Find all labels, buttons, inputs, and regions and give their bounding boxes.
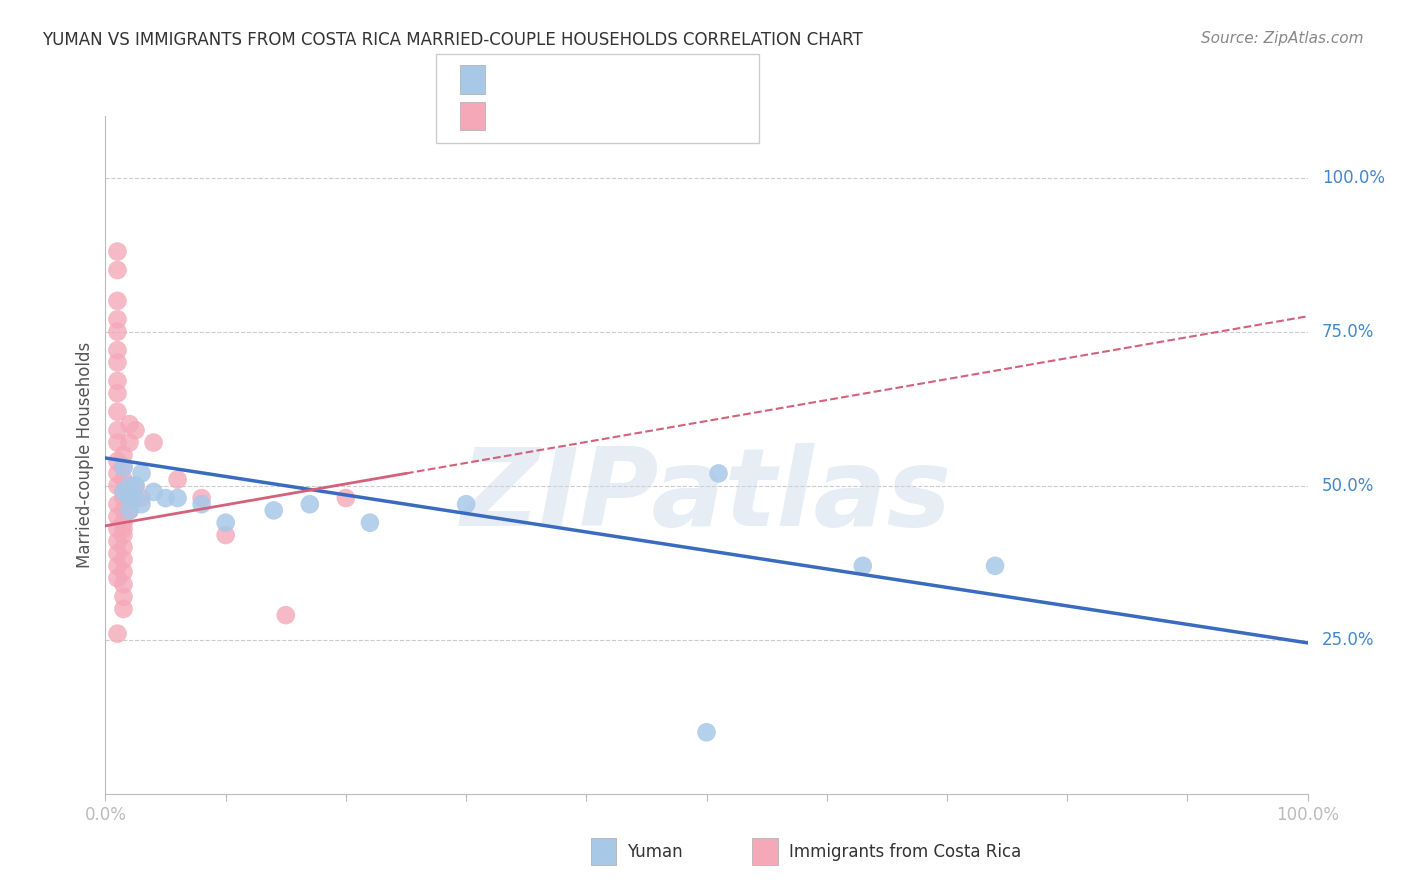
Point (166, 473, 188, 487)
Point (112, 460, 135, 475)
Point (112, 448, 135, 462)
Point (107, 386, 129, 401)
Point (107, 343, 129, 358)
Point (118, 503, 141, 517)
Point (696, 725, 718, 739)
Point (118, 479, 141, 493)
Point (155, 491, 177, 505)
Point (112, 602, 135, 616)
Point (131, 467, 153, 481)
Point (118, 435, 141, 450)
Point (263, 503, 285, 517)
Point (298, 497, 321, 511)
Point (118, 479, 141, 493)
Point (124, 423, 146, 437)
Point (274, 608, 297, 623)
Point (107, 293, 129, 308)
Text: N = 51: N = 51 (626, 107, 689, 125)
Point (107, 558, 129, 573)
Text: Immigrants from Costa Rica: Immigrants from Costa Rica (789, 843, 1021, 861)
Point (112, 484, 135, 499)
Point (107, 522, 129, 536)
Point (984, 558, 1007, 573)
Point (107, 423, 129, 437)
Point (107, 547, 129, 561)
Point (118, 503, 141, 517)
Point (107, 374, 129, 388)
Point (359, 516, 381, 530)
Point (107, 263, 129, 277)
Point (107, 626, 129, 640)
Point (142, 435, 165, 450)
Point (454, 497, 477, 511)
Text: YUMAN VS IMMIGRANTS FROM COSTA RICA MARRIED-COUPLE HOUSEHOLDS CORRELATION CHART: YUMAN VS IMMIGRANTS FROM COSTA RICA MARR… (42, 31, 863, 49)
Point (131, 491, 153, 505)
Point (112, 590, 135, 604)
Point (852, 558, 875, 573)
Text: 75.0%: 75.0% (1322, 323, 1375, 341)
Point (166, 491, 188, 505)
Text: N = 22: N = 22 (626, 70, 689, 88)
Point (124, 479, 146, 493)
Point (112, 528, 135, 542)
Point (190, 491, 212, 505)
Point (707, 467, 730, 481)
Point (112, 516, 135, 530)
Point (112, 473, 135, 487)
Point (124, 491, 146, 505)
Text: Yuman: Yuman (627, 843, 683, 861)
Text: Source: ZipAtlas.com: Source: ZipAtlas.com (1201, 31, 1364, 46)
Point (107, 312, 129, 326)
Point (107, 454, 129, 468)
Point (124, 479, 146, 493)
Point (112, 565, 135, 579)
Point (107, 325, 129, 339)
Point (335, 491, 357, 505)
Text: ZIPatlas: ZIPatlas (461, 442, 952, 549)
Point (107, 355, 129, 369)
Point (112, 460, 135, 475)
Text: 50.0%: 50.0% (1322, 476, 1375, 495)
Point (112, 552, 135, 566)
Point (118, 417, 141, 431)
Text: R = -0.526: R = -0.526 (496, 70, 593, 88)
Point (107, 534, 129, 549)
Y-axis label: Married-couple Households: Married-couple Households (76, 342, 94, 568)
Point (131, 497, 153, 511)
Point (112, 491, 135, 505)
Point (112, 503, 135, 517)
Point (107, 479, 129, 493)
Text: 100.0%: 100.0% (1322, 169, 1385, 186)
Point (112, 541, 135, 555)
Point (107, 467, 129, 481)
Point (107, 509, 129, 524)
Point (214, 528, 236, 542)
Point (107, 435, 129, 450)
Point (190, 497, 212, 511)
Point (112, 577, 135, 591)
Point (107, 244, 129, 259)
Point (214, 516, 236, 530)
Point (118, 491, 141, 505)
Point (112, 522, 135, 536)
Point (107, 405, 129, 419)
Point (142, 484, 165, 499)
Point (112, 484, 135, 499)
Point (107, 497, 129, 511)
Text: R =  0.064: R = 0.064 (496, 107, 592, 125)
Text: 25.0%: 25.0% (1322, 631, 1375, 648)
Point (107, 571, 129, 585)
